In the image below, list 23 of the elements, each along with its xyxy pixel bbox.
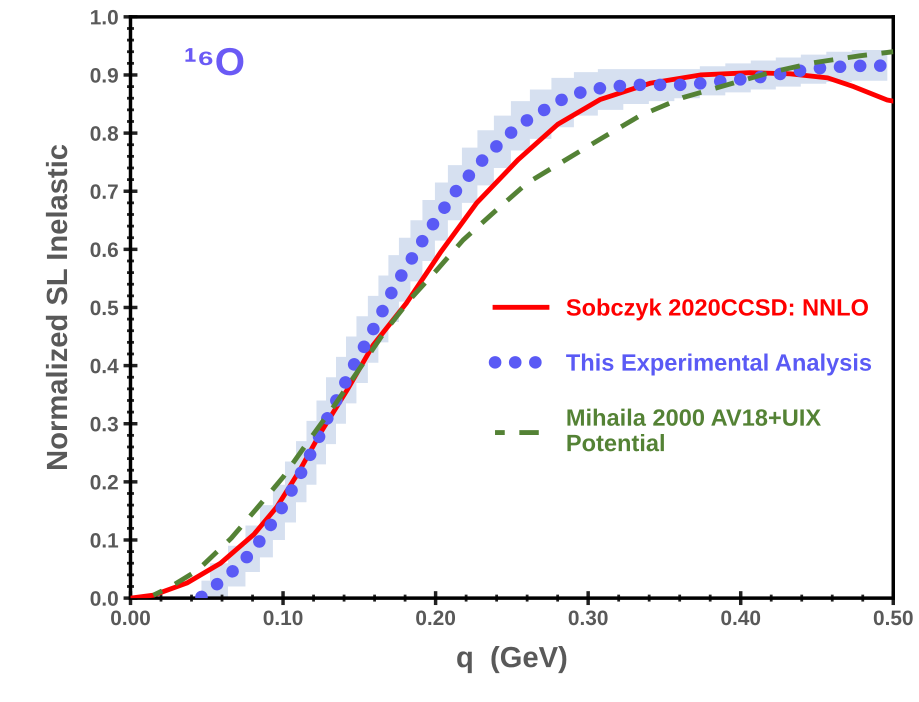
y-tick-label: 0.1 [90,532,118,548]
legend-label: This Experimental Analysis [566,354,872,376]
legend-label: Sobczyk 2020CCSD: NNLO [566,298,868,320]
y-tick-label: 0.9 [90,68,118,83]
x-tick-label: 0.10 [264,610,302,626]
x-tick-label: 0.50 [874,610,913,626]
x-tick-label: 0.00 [111,610,150,626]
y-tick-label: 1.0 [91,10,118,25]
legend-label: Mihaila 2000 AV18+UIX Potential [567,408,821,452]
y-tick-label: 0.7 [90,184,118,199]
y-tick-label: 0.3 [90,416,118,432]
y-tick-label: 0.8 [90,126,118,141]
x-tick-label: 0.20 [416,610,456,626]
x-tick-label: 0.30 [568,610,608,626]
x-tick-label: 0.40 [721,610,760,626]
x-axis-title: q (GeV) [457,646,566,674]
y-axis-title: Normalized SL Inelastic [46,144,68,469]
y-tick-label: 0.6 [90,242,118,258]
annotation: ¹⁶O [185,48,244,76]
y-tick-label: 0.5 [90,300,118,316]
y-tick-label: 0.0 [90,591,118,606]
y-tick-label: 0.2 [90,474,118,490]
y-tick-label: 0.4 [90,358,119,374]
